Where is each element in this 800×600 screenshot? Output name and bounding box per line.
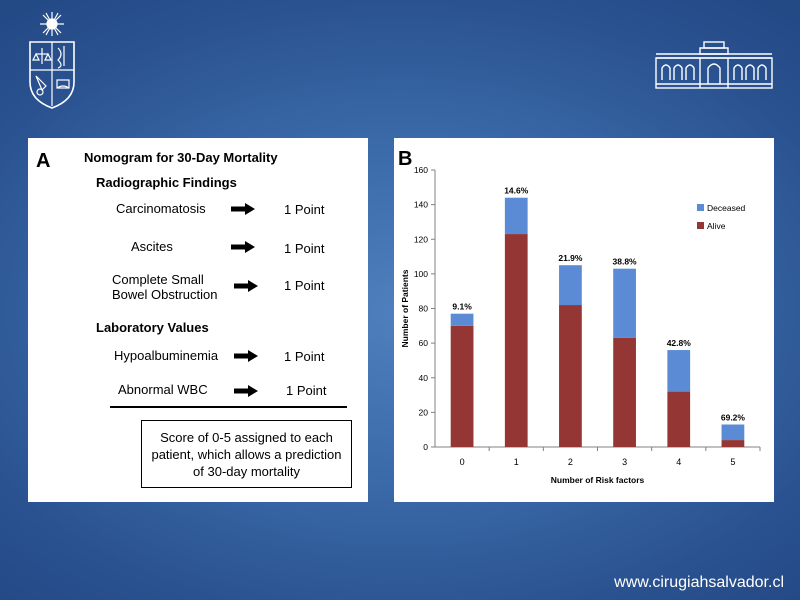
y-tick-label: 160 <box>414 165 428 175</box>
website-url: www.cirugiahsalvador.cl <box>614 574 784 591</box>
score-description-box: Score of 0-5 assigned to each patient, w… <box>141 420 352 488</box>
y-tick-label: 80 <box>419 304 429 314</box>
right-arrow-icon <box>231 241 255 253</box>
data-label: 21.9% <box>558 253 583 263</box>
right-arrow-icon <box>231 203 255 215</box>
points-hypoalbuminemia: 1 Point <box>284 349 325 364</box>
right-arrow-icon <box>234 280 258 292</box>
right-arrow-icon <box>234 350 258 362</box>
lab-label-hypoalbuminemia: Hypoalbuminemia <box>114 348 219 363</box>
bar-alive <box>450 325 474 447</box>
x-tick-label: 0 <box>460 457 465 467</box>
laboratory-values-heading: Laboratory Values <box>96 320 209 335</box>
x-tick-label: 3 <box>622 457 627 467</box>
points-abnormal-wbc: 1 Point <box>286 383 327 398</box>
finding-label-ascites: Ascites <box>131 239 173 254</box>
legend-swatch-alive <box>697 222 704 229</box>
y-tick-label: 0 <box>423 442 428 452</box>
bar-alive <box>504 234 528 447</box>
x-tick-label: 1 <box>514 457 519 467</box>
right-arrow-icon <box>234 385 258 397</box>
legend-label-deceased: Deceased <box>707 203 746 213</box>
radiographic-findings-heading: Radiographic Findings <box>96 175 237 190</box>
bar-deceased <box>504 197 528 235</box>
data-label: 14.6% <box>504 186 529 196</box>
finding-label-bowel-obstruction: Complete Small Bowel Obstruction <box>112 272 218 302</box>
finding-label-carcinomatosis: Carcinomatosis <box>116 201 206 216</box>
bar-alive <box>559 305 582 447</box>
data-label: 42.8% <box>667 338 692 348</box>
y-tick-label: 120 <box>414 234 428 244</box>
stacked-bar-chart: 0 20 40 60 80 100 120 140 160 9.1% 0 14.6% 1 21.9% 2 38… <box>400 165 761 485</box>
y-tick-label: 20 <box>419 407 429 417</box>
x-tick-label: 4 <box>676 457 681 467</box>
points-carcinomatosis: 1 Point <box>284 202 325 217</box>
bar-deceased <box>613 268 636 338</box>
bar-deceased <box>667 350 691 392</box>
panel-a-label: A <box>36 150 51 172</box>
data-label: 38.8% <box>613 257 638 267</box>
points-ascites: 1 Point <box>284 241 325 256</box>
y-tick-label: 60 <box>419 338 429 348</box>
risk-factor-chart-panel: B 0 20 40 60 80 100 120 140 160 9.1% 0 14.6% 1 21.9% 2… <box>394 138 774 502</box>
x-axis-title: Number of Risk factors <box>551 475 645 485</box>
nomogram-title: Nomogram for 30-Day Mortality <box>84 150 278 165</box>
divider-line <box>110 406 347 408</box>
panel-b-label: B <box>398 148 413 170</box>
nomogram-panel: A Nomogram for 30-Day Mortality Radiogra… <box>28 138 368 502</box>
y-tick-label: 40 <box>419 373 429 383</box>
legend-label-alive: Alive <box>707 221 726 231</box>
x-tick-label: 5 <box>730 457 735 467</box>
data-label: 69.2% <box>721 412 746 422</box>
university-crest-logo <box>29 12 75 109</box>
bar-deceased <box>559 265 582 306</box>
y-tick-label: 100 <box>414 269 428 279</box>
x-tick-label: 2 <box>568 457 573 467</box>
y-tick-label: 140 <box>414 200 428 210</box>
data-label: 9.1% <box>452 302 472 312</box>
y-axis-title: Number of Patients <box>400 269 410 347</box>
bar-deceased <box>721 424 745 441</box>
bar-alive <box>613 337 636 447</box>
legend-swatch-deceased <box>697 204 704 211</box>
bar-deceased <box>450 313 474 326</box>
hospital-building-logo <box>655 41 773 89</box>
bar-alive <box>667 391 691 447</box>
lab-label-abnormal-wbc: Abnormal WBC <box>118 382 208 397</box>
bar-alive <box>721 440 745 447</box>
points-bowel-obstruction: 1 Point <box>284 278 325 293</box>
